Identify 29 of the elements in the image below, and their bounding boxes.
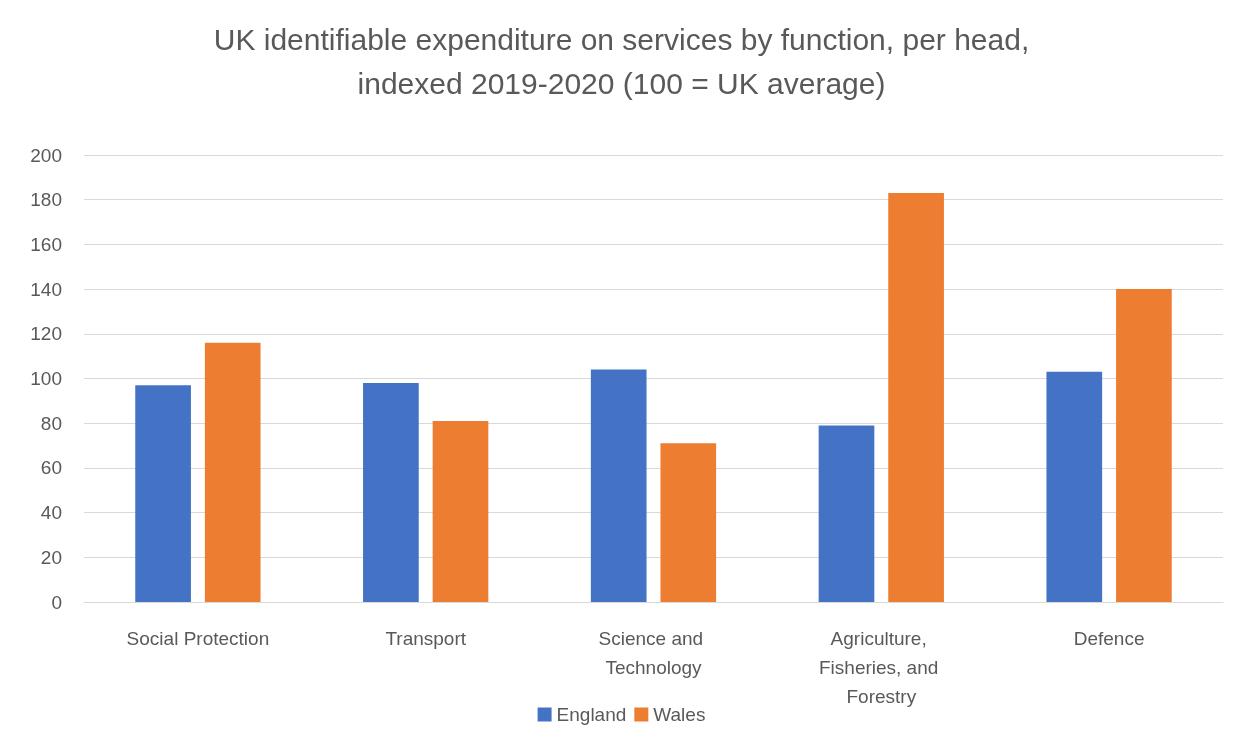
bar	[1046, 371, 1103, 602]
legend-label: England	[556, 704, 627, 725]
y-tick-label: 100	[30, 368, 62, 389]
y-tick-label: 0	[51, 591, 62, 613]
y-tick-label: 20	[40, 546, 62, 568]
bar	[204, 342, 261, 602]
y-tick-label: 40	[40, 502, 62, 524]
bar	[432, 420, 489, 602]
y-tick-label: 120	[30, 323, 62, 345]
y-tick-label: 180	[30, 189, 62, 211]
x-tick-label: Social Protection	[126, 628, 270, 649]
y-tick-label: 160	[30, 233, 62, 255]
x-tick-label: Transport	[385, 628, 467, 649]
y-tick-label: 200	[30, 144, 62, 166]
y-tick-label: 80	[40, 412, 62, 434]
chart-title: UK identifiable expenditure on services by function, per head, indexed 2019-2020 (100 = UK average)	[213, 22, 1030, 100]
bar	[590, 369, 647, 602]
legend-label: Wales	[653, 704, 706, 725]
bar	[363, 382, 419, 602]
y-tick-label: 140	[30, 278, 62, 300]
x-tick-label: Agriculture, Fisheries, and Forestry	[818, 628, 944, 707]
bar	[818, 425, 875, 602]
x-tick-label: Defence	[1073, 628, 1145, 649]
bar	[1116, 289, 1172, 602]
bar	[660, 443, 717, 602]
y-tick-label: 60	[40, 457, 62, 479]
x-tick-label: Science and Technology	[598, 628, 709, 678]
bar	[888, 193, 944, 602]
bar	[135, 385, 191, 602]
